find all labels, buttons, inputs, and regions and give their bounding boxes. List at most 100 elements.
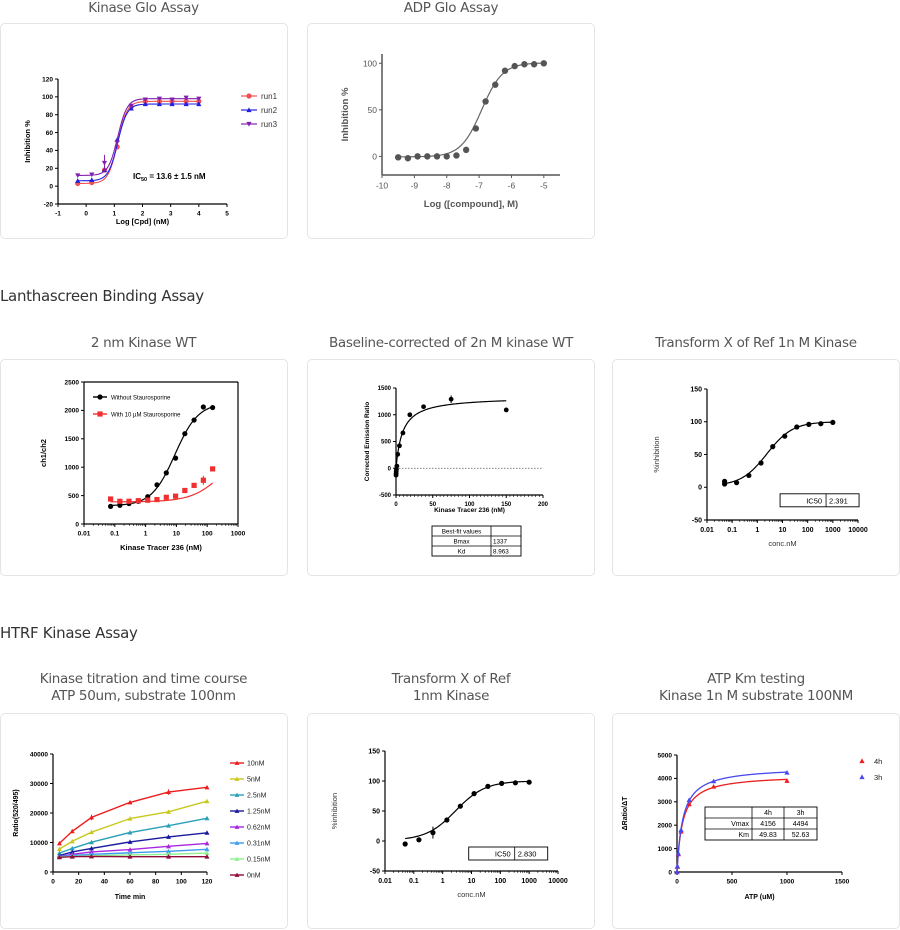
x-tick-label: 200	[538, 502, 549, 508]
data-point	[183, 101, 189, 107]
data-point	[782, 433, 788, 439]
y-axis-label: Inhibition %	[23, 120, 32, 163]
data-point	[89, 853, 94, 859]
y-axis-label: Inhibition %	[340, 87, 351, 141]
x-tick-label: 1000	[231, 531, 246, 538]
y-tick-label: 5000	[658, 752, 673, 759]
data-point	[421, 404, 426, 410]
y-axis-label: %inhibition	[330, 793, 339, 829]
data-point	[156, 101, 162, 107]
x-tick-label: 10	[468, 878, 476, 885]
x-tick-label: 40	[101, 879, 109, 886]
data-point	[204, 815, 210, 821]
x-axis-label: Kinase Tracer 236 (nM)	[434, 507, 505, 514]
data-point	[117, 502, 123, 508]
fit-curve	[395, 400, 507, 469]
data-point	[127, 829, 133, 835]
data-point	[784, 769, 790, 775]
data-point	[127, 854, 133, 859]
data-point	[75, 173, 81, 179]
data-point	[404, 155, 412, 162]
x-tick-label: -8	[443, 181, 451, 191]
x-tick-label: -6	[508, 181, 516, 191]
y-tick-label: 100	[363, 58, 377, 68]
x-tick-label: 3	[169, 211, 173, 218]
data-point	[675, 850, 681, 856]
data-point	[89, 829, 94, 835]
card-htrf-titration: 0 10000 20000 30000 40000 0 20 40 60 80 100 120 Time…	[0, 713, 288, 929]
fit-curve-3h	[676, 771, 788, 873]
legend-label: run1	[261, 92, 278, 101]
panel-title-htrf-titration: Kinase titration and time course ATP 50u…	[0, 671, 287, 705]
y-tick-label: 2000	[65, 408, 80, 415]
series-line-0.31nM	[59, 848, 208, 858]
x-axis-label: Kinase Tracer 236 (nM)	[120, 543, 202, 552]
data-point	[166, 823, 171, 828]
data-point	[501, 67, 509, 74]
data-point	[402, 841, 408, 847]
y-tick-label: 1500	[378, 386, 392, 392]
data-point	[127, 839, 133, 844]
x-axis-label: ATP (uM)	[744, 894, 774, 901]
data-point	[733, 480, 740, 486]
y-tick-label: 40000	[30, 751, 48, 758]
x-axis-label: conc.nM	[457, 890, 485, 899]
x-tick-label: -10	[376, 181, 389, 191]
chart-htrf-transform: -50 0 50 100 150 0.01 0.1 1 10 100 1000 10000 conc.n…	[330, 748, 568, 899]
data-point	[210, 404, 216, 411]
data-point	[89, 172, 95, 178]
fit-curve-run3	[77, 98, 199, 176]
legend-marker	[97, 411, 103, 417]
data-point	[462, 146, 470, 154]
x-tick-label: -9	[411, 181, 419, 191]
x-tick-label: 60	[126, 879, 134, 886]
y-axis-label: Corrected Emission Ratio	[364, 402, 371, 481]
data-point	[172, 455, 179, 461]
y-tick-label: 30000	[30, 781, 48, 788]
y-tick-label: 10000	[30, 840, 48, 847]
legend-label: 2.5nM	[247, 793, 267, 800]
data-point	[526, 779, 532, 785]
legend-label: run2	[261, 106, 278, 115]
x-tick-label: 10	[173, 531, 181, 538]
x-tick-label: 500	[727, 879, 738, 886]
legend-label: 0.31nM	[247, 841, 271, 848]
card-htrf-atp: 0 1000 2000 3000 4000 5000 0 500 1000 1500 ATP (uM…	[612, 713, 900, 929]
chart-kinase-glo: -20 0 20 40 60 80 100 120 -1 0 1 2 3 4 5 Log [Cpd] (nM)…	[23, 76, 278, 226]
series-line-1.25nM	[59, 832, 208, 857]
data-point	[430, 830, 436, 836]
x-tick-label: 0	[84, 211, 88, 218]
legend-marker	[246, 107, 252, 113]
card-htrf-transform: -50 0 50 100 150 0.01 0.1 1 10 100 1000 10000 conc.n…	[307, 713, 595, 929]
legend-label: With 10 µM Staurosporine	[111, 413, 181, 419]
fit-table-border	[431, 525, 522, 557]
data-point	[169, 101, 175, 107]
data-point	[128, 103, 134, 109]
legend-label: 0.62nM	[247, 825, 271, 832]
fit-curve-0	[110, 406, 213, 507]
x-tick-label: -1	[55, 211, 61, 218]
data-point	[453, 152, 460, 159]
x-tick-label: 100	[202, 531, 213, 538]
x-tick-label: 50	[429, 502, 436, 508]
fit-curve-run2	[77, 103, 199, 182]
y-tick-label: 100	[690, 419, 702, 426]
y-tick-label: -50	[692, 517, 702, 524]
legend-marker	[234, 824, 240, 829]
data-point	[56, 854, 62, 860]
x-tick-label: 100	[802, 527, 814, 534]
data-point	[204, 854, 210, 859]
x-tick-label: 1	[441, 878, 445, 885]
y-tick-label: 0	[372, 151, 377, 161]
y-axis-label: ΔRatio/ΔT	[622, 796, 629, 831]
data-point	[394, 154, 402, 161]
card-lantha-transform: -50 0 50 100 150 0.01 0.1 1 10 100 1000 10000 conc.n…	[612, 359, 900, 576]
y-tick-label: 20000	[30, 810, 48, 817]
x-tick-label: 1500	[835, 879, 850, 886]
panel-title-line2: 1nm Kinase	[412, 688, 490, 704]
data-point	[156, 96, 162, 102]
data-point	[818, 421, 824, 427]
km-table-value: 4494	[793, 821, 809, 828]
data-point	[210, 466, 216, 472]
